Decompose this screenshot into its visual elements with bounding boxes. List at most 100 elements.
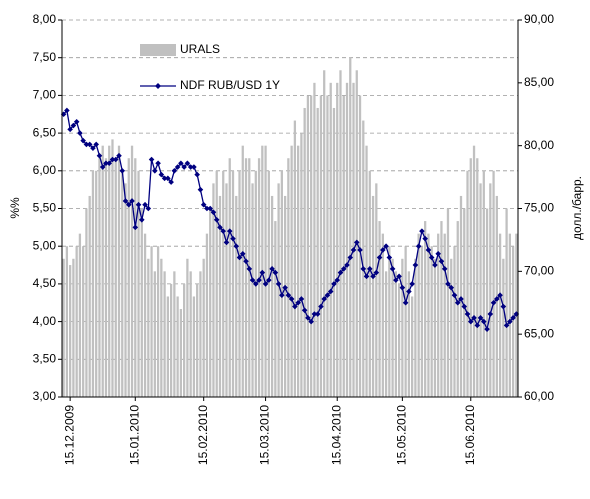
bar bbox=[235, 195, 238, 397]
marker bbox=[279, 292, 285, 299]
bar bbox=[62, 258, 65, 397]
bar bbox=[104, 158, 108, 397]
marker bbox=[500, 303, 507, 310]
bar bbox=[378, 221, 381, 397]
bar bbox=[140, 208, 143, 397]
marker bbox=[474, 322, 481, 329]
bar bbox=[430, 246, 433, 397]
bar bbox=[189, 271, 192, 397]
bar bbox=[407, 271, 411, 397]
bar bbox=[336, 82, 339, 397]
marker bbox=[125, 201, 132, 208]
marker bbox=[246, 266, 253, 272]
marker bbox=[324, 292, 331, 299]
marker bbox=[243, 258, 249, 265]
marker bbox=[422, 235, 428, 242]
y-tick-label: 8,00 bbox=[33, 12, 57, 26]
bar bbox=[98, 158, 101, 397]
y2-tick-label: 75,00 bbox=[524, 201, 554, 215]
marker bbox=[152, 168, 158, 174]
marker bbox=[428, 254, 435, 261]
bar bbox=[440, 221, 443, 397]
x-tick-label: 15.01.2010 bbox=[127, 405, 141, 465]
bar bbox=[505, 208, 508, 397]
marker bbox=[432, 262, 438, 268]
bar bbox=[134, 158, 137, 397]
marker bbox=[77, 130, 83, 136]
marker bbox=[112, 156, 119, 163]
marker bbox=[494, 296, 500, 302]
marker bbox=[435, 250, 441, 257]
marker bbox=[448, 284, 455, 291]
marker bbox=[116, 152, 122, 159]
bar bbox=[202, 258, 205, 397]
marker bbox=[272, 269, 279, 276]
marker bbox=[106, 160, 113, 167]
marker bbox=[347, 254, 354, 261]
marker bbox=[119, 168, 126, 174]
marker bbox=[217, 224, 223, 231]
bar bbox=[446, 208, 450, 397]
marker bbox=[129, 198, 135, 204]
marker bbox=[93, 141, 99, 148]
marker bbox=[213, 217, 220, 223]
bar bbox=[388, 246, 391, 397]
marker bbox=[451, 292, 458, 299]
bar bbox=[417, 233, 420, 397]
bar bbox=[489, 183, 492, 397]
x-tick-label: 15.06.2010 bbox=[463, 405, 477, 465]
bar bbox=[205, 233, 209, 397]
bar bbox=[303, 107, 306, 397]
bar bbox=[169, 283, 173, 397]
bar bbox=[293, 120, 297, 398]
bar bbox=[114, 158, 117, 397]
bar bbox=[186, 258, 189, 397]
marker bbox=[311, 311, 318, 317]
marker bbox=[406, 288, 412, 295]
marker bbox=[363, 273, 370, 280]
marker bbox=[415, 243, 422, 249]
bar bbox=[173, 271, 176, 397]
marker bbox=[314, 311, 321, 317]
bar bbox=[319, 95, 323, 398]
bar bbox=[225, 183, 228, 397]
bar bbox=[156, 246, 160, 397]
bar bbox=[427, 233, 430, 397]
marker bbox=[204, 205, 210, 212]
y2-tick-label: 85,00 bbox=[524, 75, 554, 89]
bar bbox=[420, 246, 424, 397]
y2-tick-label: 80,00 bbox=[524, 138, 554, 152]
marker bbox=[165, 175, 171, 182]
bar bbox=[95, 170, 98, 397]
bar bbox=[75, 246, 78, 397]
marker bbox=[298, 296, 305, 302]
bar bbox=[121, 170, 124, 397]
bar bbox=[124, 183, 127, 397]
x-tick-label: 15.12.2009 bbox=[62, 405, 76, 465]
marker bbox=[477, 315, 484, 321]
bar bbox=[342, 95, 345, 398]
bar bbox=[228, 158, 231, 397]
marker bbox=[337, 269, 344, 276]
marker bbox=[73, 118, 80, 125]
bar bbox=[355, 70, 358, 398]
marker bbox=[367, 266, 373, 272]
y2-tick-label: 65,00 bbox=[524, 326, 554, 340]
marker bbox=[399, 284, 406, 291]
bar bbox=[397, 283, 401, 397]
bar bbox=[472, 145, 476, 397]
y-tick-label: 6,00 bbox=[33, 163, 57, 177]
y-axis-label: %% bbox=[8, 197, 22, 219]
bar bbox=[218, 195, 222, 397]
bar bbox=[401, 258, 404, 397]
bar bbox=[82, 246, 85, 397]
bar bbox=[502, 258, 505, 397]
marker bbox=[301, 307, 308, 314]
bar bbox=[313, 82, 316, 397]
bar bbox=[72, 258, 75, 397]
marker bbox=[340, 266, 347, 272]
marker bbox=[357, 247, 363, 253]
bar bbox=[179, 309, 183, 397]
marker bbox=[161, 175, 168, 182]
